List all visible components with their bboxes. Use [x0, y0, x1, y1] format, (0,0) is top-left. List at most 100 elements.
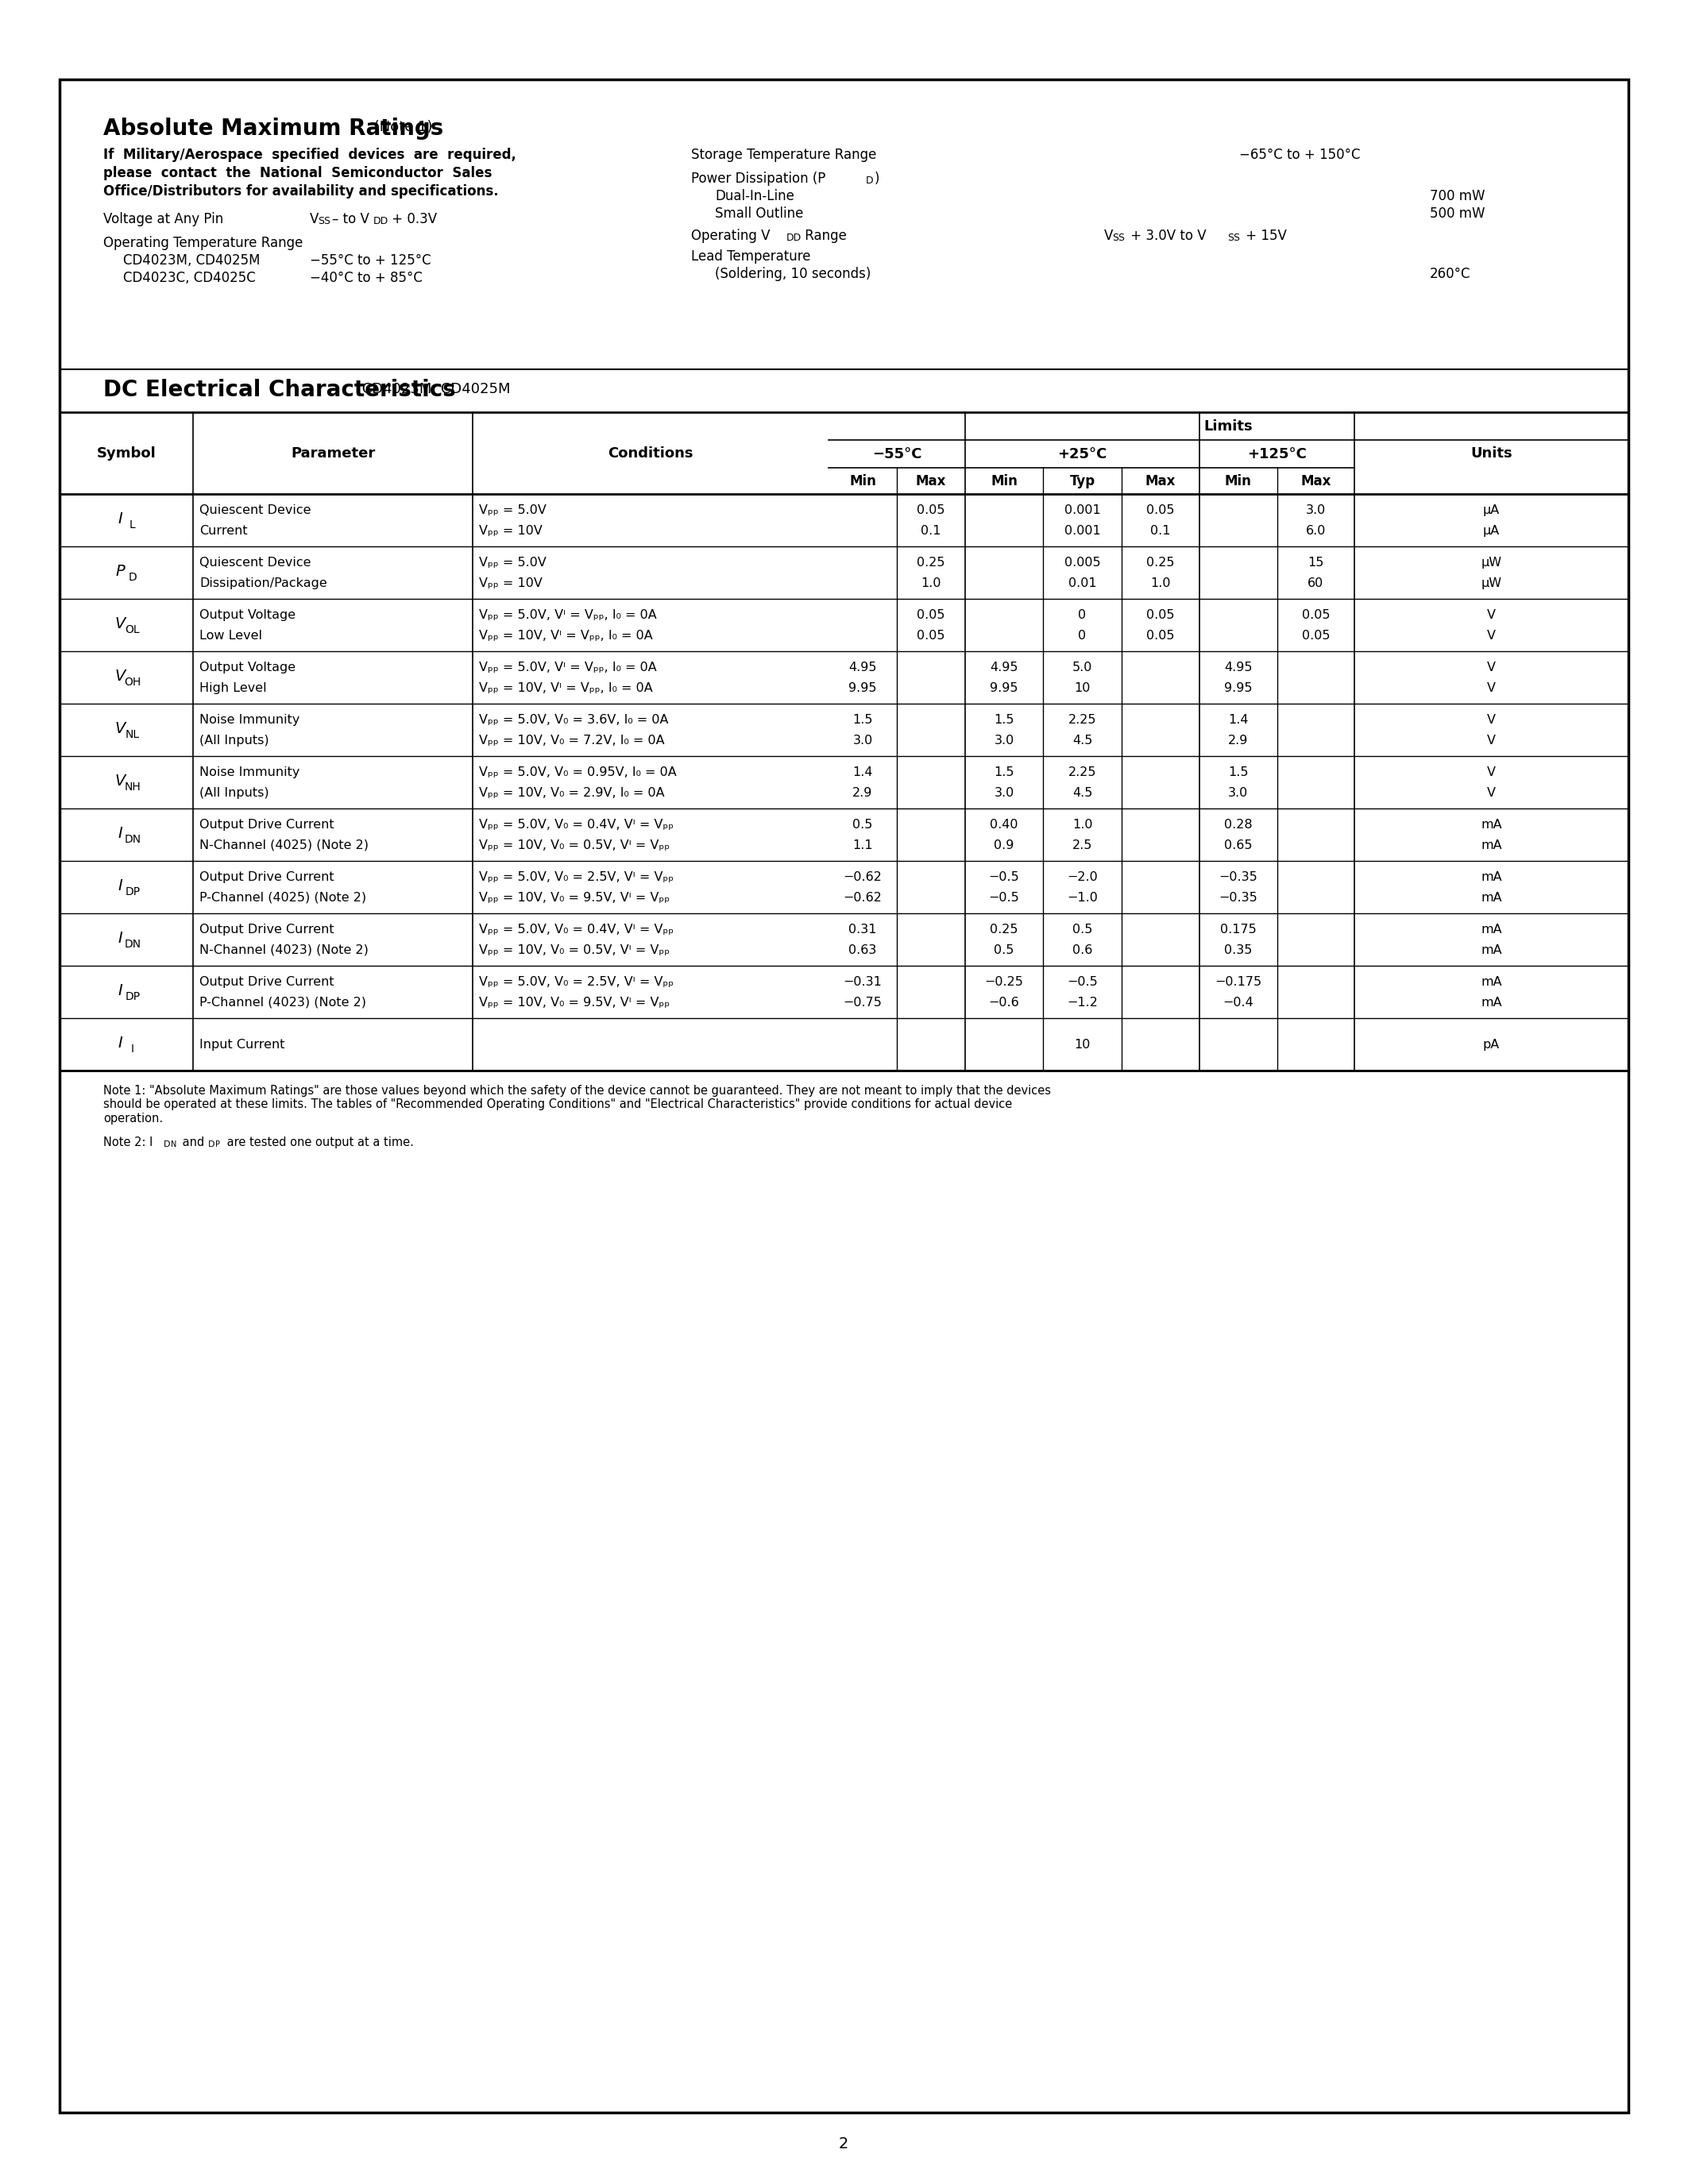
Text: mA: mA — [1480, 891, 1502, 904]
Text: 0.05: 0.05 — [1301, 629, 1330, 642]
Text: I: I — [118, 1035, 122, 1051]
Text: 0: 0 — [1079, 629, 1087, 642]
Text: 3.0: 3.0 — [1229, 786, 1247, 799]
Text: −0.25: −0.25 — [984, 976, 1023, 987]
Text: 4.95: 4.95 — [849, 662, 876, 673]
Text: DD: DD — [373, 216, 388, 227]
Text: −1.0: −1.0 — [1067, 891, 1097, 904]
Text: are tested one output at a time.: are tested one output at a time. — [223, 1136, 414, 1149]
Text: −65°C to + 150°C: −65°C to + 150°C — [1239, 149, 1361, 162]
Text: 2: 2 — [839, 2136, 849, 2151]
Text: CD4023C, CD4025C: CD4023C, CD4025C — [123, 271, 255, 286]
Text: 1.4: 1.4 — [1229, 714, 1249, 725]
Text: I: I — [118, 983, 122, 998]
Text: 1.5: 1.5 — [994, 714, 1014, 725]
Text: Vₚₚ = 5.0V, Vᴵ = Vₚₚ, I₀ = 0A: Vₚₚ = 5.0V, Vᴵ = Vₚₚ, I₀ = 0A — [479, 609, 657, 620]
Text: D: D — [128, 572, 137, 583]
Text: 10: 10 — [1074, 681, 1090, 695]
Text: V: V — [1487, 609, 1496, 620]
Text: (All Inputs): (All Inputs) — [199, 734, 268, 747]
Text: 6.0: 6.0 — [1305, 524, 1325, 537]
Text: 0.05: 0.05 — [1146, 629, 1175, 642]
Text: V: V — [115, 616, 125, 631]
Text: 9.95: 9.95 — [849, 681, 876, 695]
Text: N: N — [170, 1140, 177, 1149]
Text: 0.001: 0.001 — [1063, 505, 1101, 515]
Text: Vₚₚ = 5.0V: Vₚₚ = 5.0V — [479, 557, 547, 568]
Text: −0.75: −0.75 — [844, 996, 883, 1009]
Text: Symbol: Symbol — [96, 446, 155, 461]
Text: 0.35: 0.35 — [1224, 943, 1252, 957]
Text: V: V — [1104, 229, 1112, 242]
Text: – to V: – to V — [333, 212, 370, 227]
Text: P-Channel (4023) (Note 2): P-Channel (4023) (Note 2) — [199, 996, 366, 1009]
Text: 0.63: 0.63 — [849, 943, 876, 957]
Text: −0.31: −0.31 — [844, 976, 883, 987]
Text: 0.005: 0.005 — [1063, 557, 1101, 568]
Text: Current: Current — [199, 524, 248, 537]
Text: 2.25: 2.25 — [1069, 767, 1097, 778]
Text: 0.5: 0.5 — [852, 819, 873, 830]
Text: 3.0: 3.0 — [1305, 505, 1325, 515]
Text: Vₚₚ = 5.0V, V₀ = 2.5V, Vᴵ = Vₚₚ: Vₚₚ = 5.0V, V₀ = 2.5V, Vᴵ = Vₚₚ — [479, 871, 674, 882]
Text: 0.1: 0.1 — [1150, 524, 1170, 537]
Text: Voltage at Any Pin: Voltage at Any Pin — [103, 212, 223, 227]
Text: Noise Immunity: Noise Immunity — [199, 767, 300, 778]
Text: If  Military/Aerospace  specified  devices  are  required,: If Military/Aerospace specified devices … — [103, 149, 517, 162]
Text: DP: DP — [125, 992, 140, 1002]
Text: μA: μA — [1484, 505, 1501, 515]
Text: 0.05: 0.05 — [917, 629, 945, 642]
Text: 4.5: 4.5 — [1072, 786, 1092, 799]
Text: 1.5: 1.5 — [852, 714, 873, 725]
Text: V: V — [1487, 681, 1496, 695]
Text: +125°C: +125°C — [1247, 448, 1307, 461]
Text: −55°C to + 125°C: −55°C to + 125°C — [311, 253, 430, 269]
Text: OL: OL — [125, 625, 140, 636]
Text: Vₚₚ = 5.0V, Vᴵ = Vₚₚ, I₀ = 0A: Vₚₚ = 5.0V, Vᴵ = Vₚₚ, I₀ = 0A — [479, 662, 657, 673]
Text: Input Current: Input Current — [199, 1037, 285, 1051]
Text: Limits: Limits — [1204, 419, 1252, 432]
Text: −0.62: −0.62 — [844, 871, 883, 882]
Text: 0: 0 — [1079, 609, 1087, 620]
Text: −0.175: −0.175 — [1215, 976, 1261, 987]
Text: μW: μW — [1480, 557, 1502, 568]
Text: CD4023M, CD4025M: CD4023M, CD4025M — [123, 253, 260, 269]
Text: mA: mA — [1480, 924, 1502, 935]
Text: + 3.0V to V: + 3.0V to V — [1126, 229, 1207, 242]
Text: 0.25: 0.25 — [917, 557, 945, 568]
Text: 2.25: 2.25 — [1069, 714, 1097, 725]
Text: Quiescent Device: Quiescent Device — [199, 505, 311, 515]
Text: I: I — [118, 930, 122, 946]
Text: 0.1: 0.1 — [922, 524, 942, 537]
Text: Vₚₚ = 10V, V₀ = 9.5V, Vᴵ = Vₚₚ: Vₚₚ = 10V, V₀ = 9.5V, Vᴵ = Vₚₚ — [479, 891, 670, 904]
Text: 0.65: 0.65 — [1224, 839, 1252, 852]
Text: Vₚₚ = 5.0V, V₀ = 3.6V, I₀ = 0A: Vₚₚ = 5.0V, V₀ = 3.6V, I₀ = 0A — [479, 714, 668, 725]
Text: I: I — [118, 878, 122, 893]
Text: 700 mW: 700 mW — [1430, 190, 1485, 203]
Text: I: I — [118, 826, 122, 841]
Text: P: P — [216, 1140, 219, 1149]
Text: V: V — [1487, 714, 1496, 725]
Text: Output Drive Current: Output Drive Current — [199, 924, 334, 935]
Text: μA: μA — [1484, 524, 1501, 537]
Text: −55°C: −55°C — [873, 448, 922, 461]
Text: pA: pA — [1484, 1037, 1501, 1051]
Text: 0.05: 0.05 — [917, 505, 945, 515]
Text: I: I — [132, 1044, 135, 1055]
Text: −0.5: −0.5 — [1067, 976, 1097, 987]
Text: Units: Units — [1470, 446, 1512, 461]
Text: 0.5: 0.5 — [1072, 924, 1092, 935]
Text: −0.4: −0.4 — [1222, 996, 1254, 1009]
Text: Vₚₚ = 5.0V, V₀ = 0.4V, Vᴵ = Vₚₚ: Vₚₚ = 5.0V, V₀ = 0.4V, Vᴵ = Vₚₚ — [479, 924, 674, 935]
Text: 0.01: 0.01 — [1069, 577, 1097, 590]
Text: Min: Min — [1225, 474, 1252, 487]
Text: SS: SS — [317, 216, 331, 227]
Text: Vₚₚ = 10V, V₀ = 2.9V, I₀ = 0A: Vₚₚ = 10V, V₀ = 2.9V, I₀ = 0A — [479, 786, 665, 799]
Text: Conditions: Conditions — [608, 446, 694, 461]
Text: 1.4: 1.4 — [852, 767, 873, 778]
Text: Max: Max — [1144, 474, 1177, 487]
Text: 2.9: 2.9 — [1229, 734, 1249, 747]
Text: DN: DN — [125, 834, 142, 845]
Text: −0.5: −0.5 — [989, 871, 1020, 882]
Text: 4.95: 4.95 — [991, 662, 1018, 673]
